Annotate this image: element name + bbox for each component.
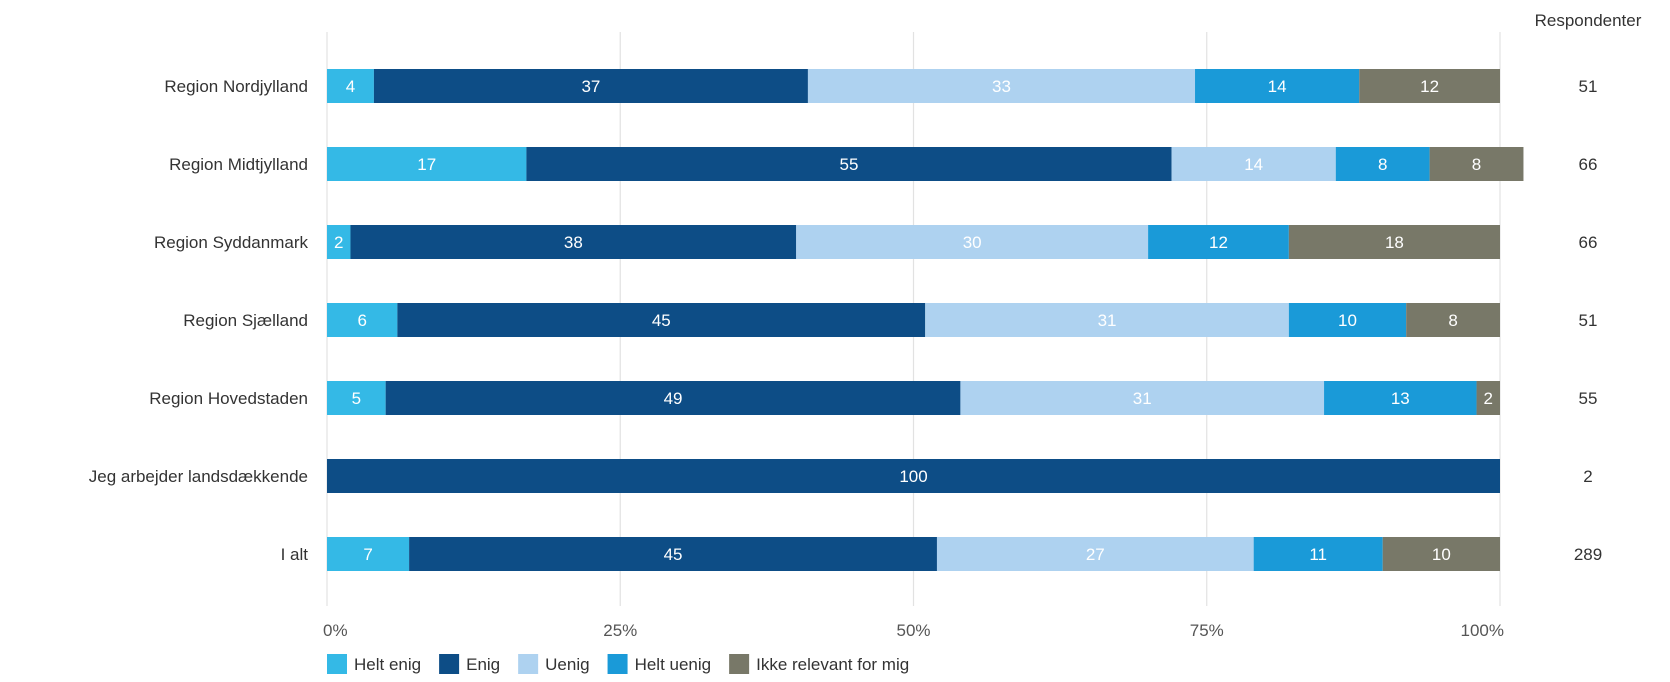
data-label: 27 — [1086, 545, 1105, 564]
respondents-header: Respondenter — [1535, 11, 1642, 30]
bar-segment — [1406, 303, 1500, 337]
bar-segment — [327, 381, 386, 415]
respondent-count: 66 — [1579, 155, 1598, 174]
category-label: Region Sjælland — [183, 311, 308, 330]
data-label: 4 — [346, 77, 355, 96]
bar-segment — [409, 537, 937, 571]
data-label: 13 — [1391, 389, 1410, 408]
data-label: 8 — [1448, 311, 1457, 330]
bar-segment — [960, 381, 1325, 415]
bar-segment — [327, 459, 1500, 493]
respondent-count: 51 — [1579, 311, 1598, 330]
x-tick-label: 0% — [323, 621, 348, 640]
x-tick-label: 50% — [896, 621, 930, 640]
data-label: 55 — [840, 155, 859, 174]
data-label: 10 — [1432, 545, 1451, 564]
data-label: 2 — [1484, 389, 1493, 408]
bar-segment — [1195, 69, 1360, 103]
legend-label: Enig — [466, 655, 500, 674]
bar-segment — [1171, 147, 1336, 181]
data-label: 45 — [664, 545, 683, 564]
bar-segment — [327, 147, 527, 181]
category-label: Region Hovedstaden — [149, 389, 308, 408]
bar-segment — [1288, 225, 1500, 259]
respondent-count: 55 — [1579, 389, 1598, 408]
legend-swatch — [607, 654, 628, 674]
data-label: 100 — [899, 467, 927, 486]
category-label: Region Syddanmark — [154, 233, 309, 252]
data-label: 30 — [963, 233, 982, 252]
data-label: 7 — [363, 545, 372, 564]
bar-segment — [1148, 225, 1289, 259]
bar-segment — [1429, 147, 1524, 181]
bar-segment — [327, 69, 374, 103]
data-label: 5 — [352, 389, 361, 408]
legend-swatch — [518, 654, 539, 674]
data-label: 18 — [1385, 233, 1404, 252]
bar-segment — [373, 69, 808, 103]
bar-segment — [807, 69, 1196, 103]
data-label: 8 — [1378, 155, 1387, 174]
category-label: Region Midtjylland — [169, 155, 308, 174]
data-label: 38 — [564, 233, 583, 252]
respondent-count: 66 — [1579, 233, 1598, 252]
data-label: 31 — [1098, 311, 1117, 330]
legend-swatch — [327, 654, 347, 674]
data-label: 12 — [1420, 77, 1439, 96]
data-label: 31 — [1133, 389, 1152, 408]
legend-label: Ikke relevant for mig — [756, 655, 909, 674]
category-label: I alt — [281, 545, 309, 564]
bar-segment — [1476, 381, 1500, 415]
data-label: 2 — [334, 233, 343, 252]
legend-label: Helt enig — [354, 655, 421, 674]
bar-segment — [1335, 147, 1430, 181]
bar-segment — [1253, 537, 1383, 571]
bar-segment — [1359, 69, 1500, 103]
bar-segment — [1382, 537, 1500, 571]
bar-segment — [327, 225, 351, 259]
bar-segment — [796, 225, 1149, 259]
data-label: 37 — [581, 77, 600, 96]
bar-segment — [925, 303, 1289, 337]
legend-label: Helt uenig — [635, 655, 712, 674]
data-label: 10 — [1338, 311, 1357, 330]
category-label: Jeg arbejder landsdækkende — [89, 467, 308, 486]
data-label: 8 — [1472, 155, 1481, 174]
category-label: Region Nordjylland — [164, 77, 308, 96]
data-label: 12 — [1209, 233, 1228, 252]
data-label: 14 — [1268, 77, 1287, 96]
bar-segment — [397, 303, 926, 337]
data-label: 6 — [357, 311, 366, 330]
bar-segment — [385, 381, 961, 415]
data-label: 11 — [1309, 545, 1327, 564]
data-label: 45 — [652, 311, 671, 330]
x-tick-label: 25% — [603, 621, 637, 640]
respondent-count: 2 — [1583, 467, 1592, 486]
bar-segment — [1324, 381, 1477, 415]
x-tick-label: 100% — [1461, 621, 1504, 640]
x-tick-label: 75% — [1190, 621, 1224, 640]
legend-swatch — [439, 654, 460, 674]
bar-segment — [526, 147, 1172, 181]
respondent-count: 51 — [1579, 77, 1598, 96]
legend-swatch — [729, 654, 750, 674]
bar-segment — [327, 303, 398, 337]
data-label: 17 — [417, 155, 436, 174]
respondent-count: 289 — [1574, 545, 1602, 564]
bar-segment — [1288, 303, 1407, 337]
bar-segment — [327, 537, 410, 571]
data-label: 14 — [1244, 155, 1263, 174]
bar-segment — [936, 537, 1254, 571]
bar-segment — [350, 225, 797, 259]
legend-label: Uenig — [545, 655, 589, 674]
data-label: 33 — [992, 77, 1011, 96]
data-label: 49 — [664, 389, 683, 408]
